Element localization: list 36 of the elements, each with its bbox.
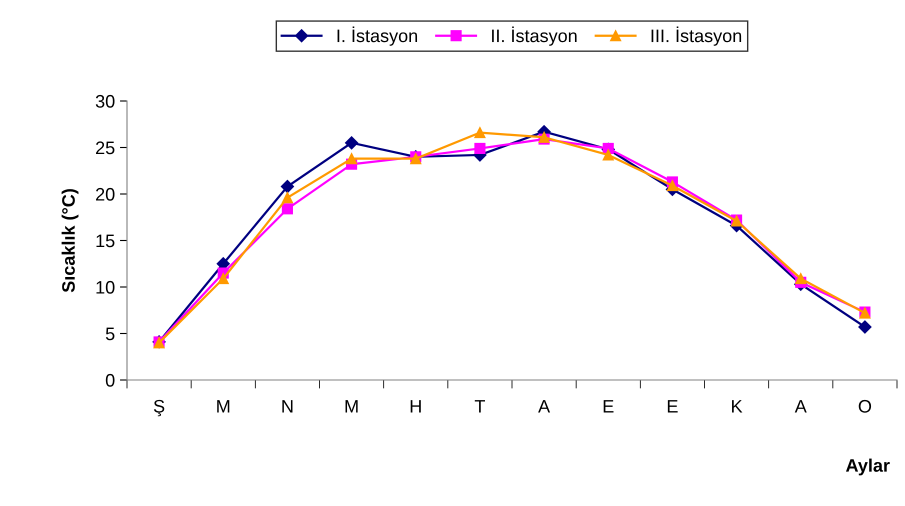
x-tick-label: O bbox=[858, 400, 872, 413]
x-tick-label: M bbox=[346, 400, 358, 413]
x-tick-label: N bbox=[282, 400, 292, 413]
x-axis-title: Aylar bbox=[846, 458, 890, 476]
legend-label: II. İstasyon bbox=[492, 26, 577, 46]
y-axis-title: Sıcaklık (°C) bbox=[62, 189, 78, 292]
point bbox=[602, 149, 614, 160]
point bbox=[858, 320, 872, 334]
legend-label: I. İstasyon bbox=[338, 26, 418, 46]
x-tick-label: H bbox=[410, 400, 421, 413]
y-tick-label: 5 bbox=[106, 328, 114, 340]
point bbox=[282, 192, 293, 204]
x-tick-label: M bbox=[217, 400, 230, 413]
point bbox=[474, 142, 486, 154]
point bbox=[795, 273, 806, 284]
x-tick-label: T bbox=[474, 400, 486, 413]
x-tick-label: E bbox=[604, 400, 614, 413]
y-tick-label: 20 bbox=[96, 188, 114, 201]
y-tick-label: 10 bbox=[96, 280, 114, 294]
point bbox=[346, 153, 358, 164]
point bbox=[474, 127, 486, 138]
point bbox=[282, 203, 293, 214]
y-tick-label: 25 bbox=[96, 141, 114, 154]
x-tick-label: K bbox=[732, 400, 742, 413]
y-tick-label: 0 bbox=[106, 374, 114, 387]
x-tick-label: E bbox=[668, 400, 678, 413]
point bbox=[218, 273, 229, 284]
x-tick-label: A bbox=[538, 400, 550, 413]
point bbox=[280, 180, 294, 194]
point bbox=[666, 180, 678, 192]
x-tick-label: A bbox=[794, 400, 807, 413]
y-tick-label: 30 bbox=[96, 94, 114, 108]
point bbox=[344, 136, 358, 150]
x-tick-label: Ş bbox=[154, 400, 164, 416]
y-tick-label: 15 bbox=[96, 234, 114, 248]
legend-label: III. İstasyon bbox=[652, 26, 742, 46]
